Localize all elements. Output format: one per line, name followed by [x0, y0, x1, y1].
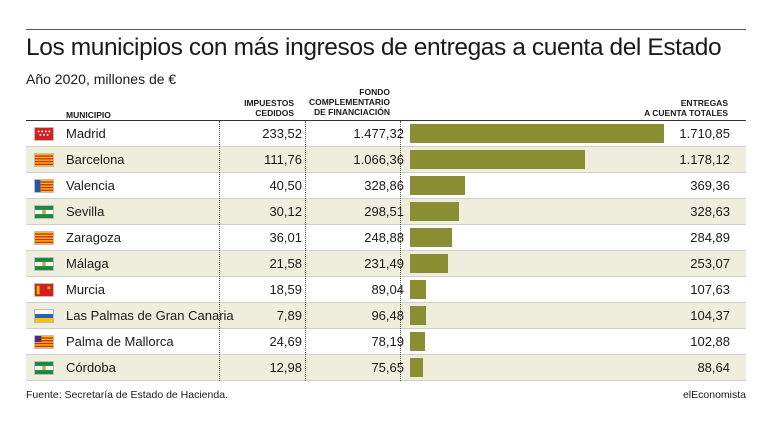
municipio-label: Madrid [66, 126, 106, 141]
entregas-totales-value: 102,88 [690, 334, 730, 349]
header-rule [26, 120, 746, 121]
madrid-flag-icon [34, 127, 54, 141]
entregas-bar [410, 176, 465, 195]
municipio-label: Málaga [66, 256, 109, 271]
cordoba-flag-icon [34, 361, 54, 375]
entregas-bar [410, 124, 664, 143]
sevilla-flag-icon [34, 205, 54, 219]
impuestos-cedidos-value: 233,52 [262, 126, 302, 141]
table-row: Madrid 233,52 1.477,32 1.710,85 [26, 121, 746, 147]
fondo-complementario-value: 78,19 [371, 334, 404, 349]
municipio-label: Las Palmas de Gran Canaria [66, 308, 234, 323]
table-row: Valencia 40,50 328,86 369,36 [26, 173, 746, 199]
entregas-totales-value: 1.178,12 [679, 152, 730, 167]
entregas-bar [410, 202, 459, 221]
impuestos-cedidos-value: 111,76 [264, 152, 302, 167]
header-entregas-totales: ENTREGAS A CUENTA TOTALES [644, 98, 728, 118]
brand-logo: elEconomista [682, 389, 746, 401]
entregas-totales-value: 328,63 [690, 204, 730, 219]
entregas-totales-value: 253,07 [690, 256, 730, 271]
fondo-complementario-value: 96,48 [371, 308, 404, 323]
entregas-totales-value: 284,89 [690, 230, 730, 245]
murcia-flag-icon [34, 283, 54, 297]
header-impuestos-cedidos: IMPUESTOS CEDIDOS [244, 98, 294, 118]
municipio-label: Valencia [66, 178, 115, 193]
impuestos-cedidos-value: 36,01 [269, 230, 302, 245]
entregas-totales-value: 369,36 [690, 178, 730, 193]
municipio-label: Sevilla [66, 204, 105, 219]
impuestos-cedidos-value: 18,59 [269, 282, 302, 297]
table-row: Zaragoza 36,01 248,88 284,89 [26, 225, 746, 251]
table-row: Córdoba 12,98 75,65 88,64 [26, 355, 746, 381]
table-row: Murcia 18,59 89,04 107,63 [26, 277, 746, 303]
malaga-flag-icon [34, 257, 54, 271]
entregas-totales-value: 107,63 [690, 282, 730, 297]
entregas-bar [410, 280, 426, 299]
impuestos-cedidos-value: 12,98 [269, 360, 302, 375]
impuestos-cedidos-value: 24,69 [269, 334, 302, 349]
chart-title: Los municipios con más ingresos de entre… [26, 34, 722, 61]
table-row: Las Palmas de Gran Canaria 7,89 96,48 104,3… [26, 303, 746, 329]
municipio-label: Barcelona [66, 152, 125, 167]
las-palmas-flag-icon [34, 309, 54, 323]
fondo-complementario-value: 1.477,32 [353, 126, 404, 141]
valencia-flag-icon [34, 179, 54, 193]
entregas-bar [410, 254, 448, 273]
header-fondo-complementario: FONDO COMPLEMENTARIO DE FINANCIACIÓN [308, 87, 390, 117]
fondo-complementario-value: 248,88 [364, 230, 404, 245]
entregas-totales-value: 88,64 [697, 360, 730, 375]
fondo-complementario-value: 1.066,36 [353, 152, 404, 167]
municipio-label: Córdoba [66, 360, 116, 375]
fondo-complementario-value: 89,04 [371, 282, 404, 297]
source-note: Fuente: Secretaría de Estado de Hacienda… [26, 389, 228, 401]
palma-flag-icon [34, 335, 54, 349]
fondo-complementario-value: 231,49 [364, 256, 404, 271]
fondo-complementario-value: 75,65 [371, 360, 404, 375]
municipio-label: Zaragoza [66, 230, 121, 245]
fondo-complementario-value: 328,86 [364, 178, 404, 193]
entregas-bar [410, 306, 426, 325]
table-row: Sevilla 30,12 298,51 328,63 [26, 199, 746, 225]
entregas-totales-value: 1.710,85 [679, 126, 730, 141]
municipio-label: Murcia [66, 282, 106, 297]
column-divider [219, 121, 220, 381]
table-row: Barcelona 111,76 1.066,36 1.178,12 [26, 147, 746, 173]
zaragoza-flag-icon [34, 231, 54, 245]
table-row: Palma de Mallorca 24,69 78,19 102,88 [26, 329, 746, 355]
entregas-bar [410, 150, 585, 169]
data-table: Madrid 233,52 1.477,32 1.710,85 Barcelona 111… [26, 121, 746, 381]
entregas-bar [410, 228, 453, 247]
column-divider [400, 121, 401, 381]
impuestos-cedidos-value: 40,50 [269, 178, 302, 193]
chart-subtitle: Año 2020, millones de € [26, 71, 177, 87]
municipio-label: Palma de Mallorca [66, 334, 174, 349]
impuestos-cedidos-value: 30,12 [269, 204, 302, 219]
barcelona-flag-icon [34, 153, 54, 167]
impuestos-cedidos-value: 7,89 [276, 308, 302, 323]
impuestos-cedidos-value: 21,58 [269, 256, 302, 271]
column-divider [305, 121, 306, 381]
header-municipio: MUNICIPIO [66, 110, 111, 120]
entregas-bar [410, 358, 424, 377]
top-rule [26, 29, 746, 30]
table-row: Málaga 21,58 231,49 253,07 [26, 251, 746, 277]
entregas-totales-value: 104,37 [690, 308, 730, 323]
entregas-bar [410, 332, 426, 351]
fondo-complementario-value: 298,51 [364, 204, 404, 219]
